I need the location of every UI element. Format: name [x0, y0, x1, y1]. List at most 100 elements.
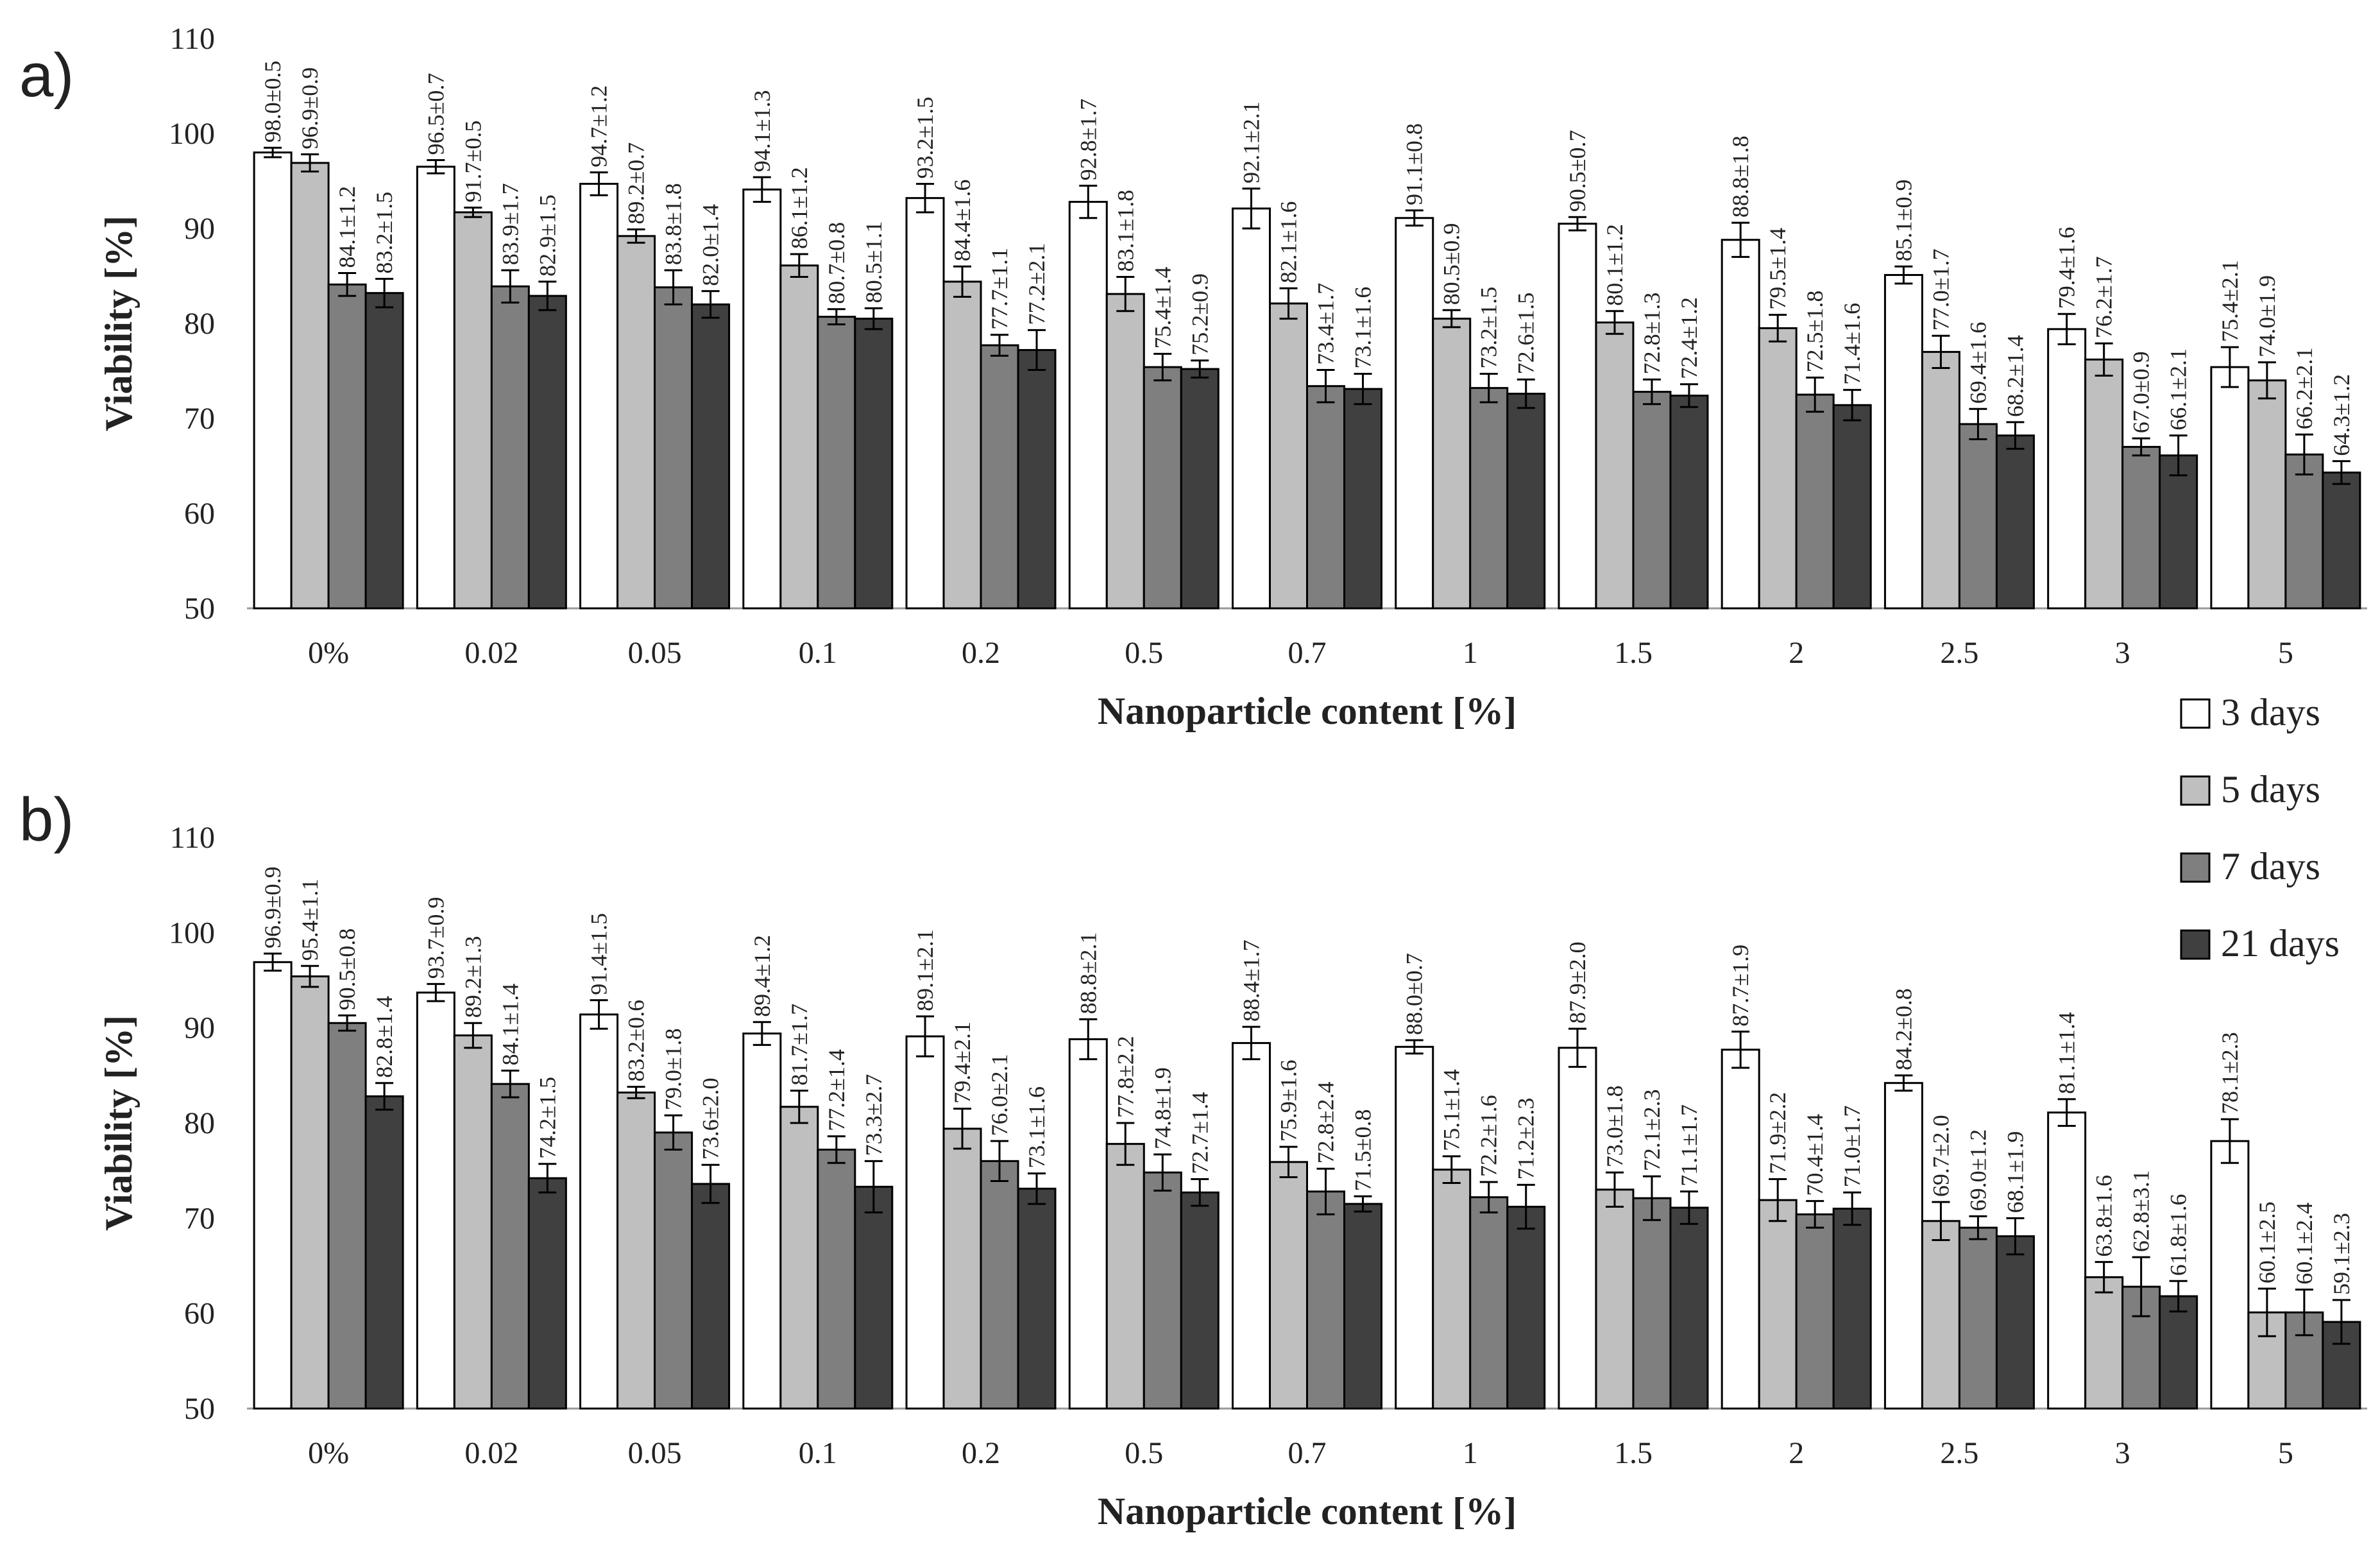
data-label: 89.2±0.7 — [624, 142, 649, 225]
x-tick-label: 2 — [1789, 636, 1804, 670]
bar — [742, 1033, 782, 1410]
data-label: 74.2±1.5 — [534, 1077, 560, 1159]
data-label: 63.8±1.6 — [2091, 1175, 2117, 1257]
y-tick-label: 100 — [169, 916, 215, 950]
data-label: 72.2±1.6 — [1476, 1095, 1502, 1177]
bar — [1595, 1188, 1635, 1410]
data-label: 75.4±2.1 — [2217, 260, 2243, 342]
x-tick-label: 3 — [2115, 1436, 2130, 1470]
bar — [1995, 434, 2035, 610]
data-label: 71.4±1.6 — [1839, 303, 1865, 385]
x-tick-label: 0.1 — [799, 636, 837, 670]
bar — [1180, 368, 1220, 610]
bar — [2159, 454, 2198, 610]
x-tick-label: 0.7 — [1288, 636, 1327, 670]
data-label: 77.2±2.1 — [1024, 243, 1050, 325]
bar — [579, 1013, 619, 1410]
data-label: 72.8±1.3 — [1639, 293, 1665, 375]
bar — [1469, 1196, 1509, 1410]
data-label: 77.0±1.7 — [1928, 248, 1953, 330]
data-label: 60.1±2.4 — [2291, 1203, 2317, 1285]
data-label: 82.9±1.5 — [534, 194, 560, 277]
data-label: 88.8±2.1 — [1075, 932, 1101, 1015]
bar — [1883, 1082, 1923, 1410]
bar — [527, 1177, 567, 1410]
data-label: 68.2±1.4 — [2002, 335, 2028, 417]
x-tick-label: 0.2 — [962, 1436, 1000, 1470]
data-label: 68.1±1.9 — [2002, 1131, 2028, 1213]
legend-label: 21 days — [2221, 922, 2340, 964]
bar — [691, 1183, 731, 1410]
data-label: 83.9±1.7 — [497, 183, 523, 265]
x-tick-label: 0.02 — [464, 1436, 518, 1470]
data-label: 62.8±3.1 — [2129, 1170, 2154, 1252]
y-tick-label: 80 — [184, 307, 215, 341]
data-label: 79.4±1.6 — [2054, 227, 2080, 309]
data-label: 76.2±1.7 — [2091, 256, 2117, 338]
data-label: 82.1±1.6 — [1276, 201, 1302, 283]
bar — [1595, 321, 1635, 610]
bar — [1669, 394, 1709, 610]
legend-swatch — [2180, 775, 2211, 806]
bar — [779, 264, 819, 610]
bar — [1105, 293, 1145, 610]
bar — [817, 316, 856, 610]
data-label: 75.9±1.6 — [1276, 1059, 1302, 1142]
data-label: 78.1±2.3 — [2217, 1032, 2243, 1114]
bar — [2121, 445, 2161, 610]
data-label: 89.2±1.3 — [460, 936, 486, 1018]
data-label: 80.7±0.8 — [824, 222, 849, 304]
bar — [2084, 1276, 2124, 1410]
bar — [1232, 1041, 1271, 1410]
x-tick-label: 0% — [308, 1436, 349, 1470]
x-tick-label: 0% — [308, 636, 349, 670]
x-tick-label: 2.5 — [1940, 1436, 1978, 1470]
bar — [2047, 1111, 2087, 1410]
bar — [1558, 1047, 1597, 1410]
data-label: 80.5±0.9 — [1439, 223, 1465, 305]
data-label: 84.2±0.8 — [1891, 988, 1916, 1070]
bar — [416, 166, 455, 610]
bar — [1343, 388, 1382, 610]
data-label: 64.3±1.2 — [2329, 374, 2354, 456]
bar — [1558, 223, 1597, 610]
bar — [1995, 1235, 2035, 1410]
bar — [1068, 201, 1108, 610]
data-label: 73.1±1.6 — [1350, 287, 1376, 369]
data-label: 73.3±2.7 — [861, 1074, 887, 1156]
bar — [980, 1160, 1019, 1410]
x-tick-label: 0.05 — [628, 636, 682, 670]
data-label: 87.7±1.9 — [1728, 945, 1753, 1027]
bar — [1758, 1199, 1798, 1410]
data-label: 66.2±2.1 — [2291, 347, 2317, 429]
x-axis-label: Nanoparticle content [%] — [1098, 1490, 1517, 1532]
bar — [1395, 1045, 1434, 1410]
data-label: 82.8±1.4 — [371, 996, 397, 1078]
bar — [1306, 1190, 1345, 1410]
bar — [1306, 385, 1345, 610]
bar — [1832, 1208, 1872, 1410]
data-label: 60.1±2.5 — [2254, 1201, 2280, 1283]
data-label: 77.2±1.4 — [824, 1049, 849, 1131]
bar — [1269, 302, 1308, 610]
legend-item: 21 days — [2180, 922, 2340, 964]
panel-label: b) — [19, 785, 74, 854]
legend-swatch — [2180, 852, 2211, 883]
bar — [854, 318, 894, 610]
data-label: 72.1±2.3 — [1639, 1089, 1665, 1171]
bar — [980, 344, 1019, 610]
y-tick-label: 60 — [184, 497, 215, 531]
data-label: 96.9±0.9 — [260, 866, 285, 948]
bar — [654, 1131, 693, 1410]
data-label: 67.0±0.9 — [2129, 351, 2154, 433]
data-label: 89.4±1.2 — [749, 935, 775, 1017]
data-label: 81.1±1.4 — [2054, 1012, 2080, 1094]
data-label: 79.0±1.8 — [661, 1028, 686, 1110]
data-label: 71.0±1.7 — [1839, 1106, 1865, 1188]
bar — [290, 162, 330, 610]
data-label: 91.4±1.5 — [586, 913, 612, 995]
bar — [290, 975, 330, 1410]
data-label: 96.5±0.7 — [423, 73, 448, 155]
data-label: 73.0±1.8 — [1602, 1085, 1628, 1167]
